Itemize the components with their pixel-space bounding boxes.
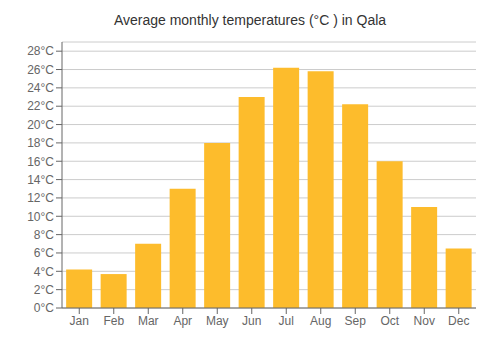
svg-text:18°C: 18°C (27, 136, 54, 150)
svg-text:4°C: 4°C (34, 265, 54, 279)
svg-text:12°C: 12°C (27, 191, 54, 205)
svg-text:2°C: 2°C (34, 283, 54, 297)
svg-text:Jun: Jun (242, 314, 261, 328)
svg-text:20°C: 20°C (27, 118, 54, 132)
svg-text:Apr: Apr (173, 314, 192, 328)
svg-text:Jul: Jul (279, 314, 294, 328)
svg-text:16°C: 16°C (27, 155, 54, 169)
svg-text:24°C: 24°C (27, 81, 54, 95)
svg-text:Sep: Sep (345, 314, 367, 328)
svg-text:22°C: 22°C (27, 99, 54, 113)
svg-text:14°C: 14°C (27, 173, 54, 187)
html-text:Average monthly temperatures (: Average monthly temperatures (°C ) in Qa… (113, 12, 387, 28)
svg-text:Oct: Oct (380, 314, 399, 328)
svg-text:May: May (206, 314, 229, 328)
svg-text:Mar: Mar (138, 314, 159, 328)
svg-text:Jan: Jan (70, 314, 89, 328)
svg-text:28°C: 28°C (27, 44, 54, 58)
svg-text:26°C: 26°C (27, 63, 54, 77)
svg-text:Nov: Nov (414, 314, 435, 328)
svg-text:6°C: 6°C (34, 246, 54, 260)
svg-text:0°C: 0°C (34, 301, 54, 315)
svg-text:10°C: 10°C (27, 210, 54, 224)
svg-text:Aug: Aug (310, 314, 331, 328)
svg-text:Dec: Dec (448, 314, 469, 328)
svg-text:8°C: 8°C (34, 228, 54, 242)
svg-text:Feb: Feb (103, 314, 124, 328)
